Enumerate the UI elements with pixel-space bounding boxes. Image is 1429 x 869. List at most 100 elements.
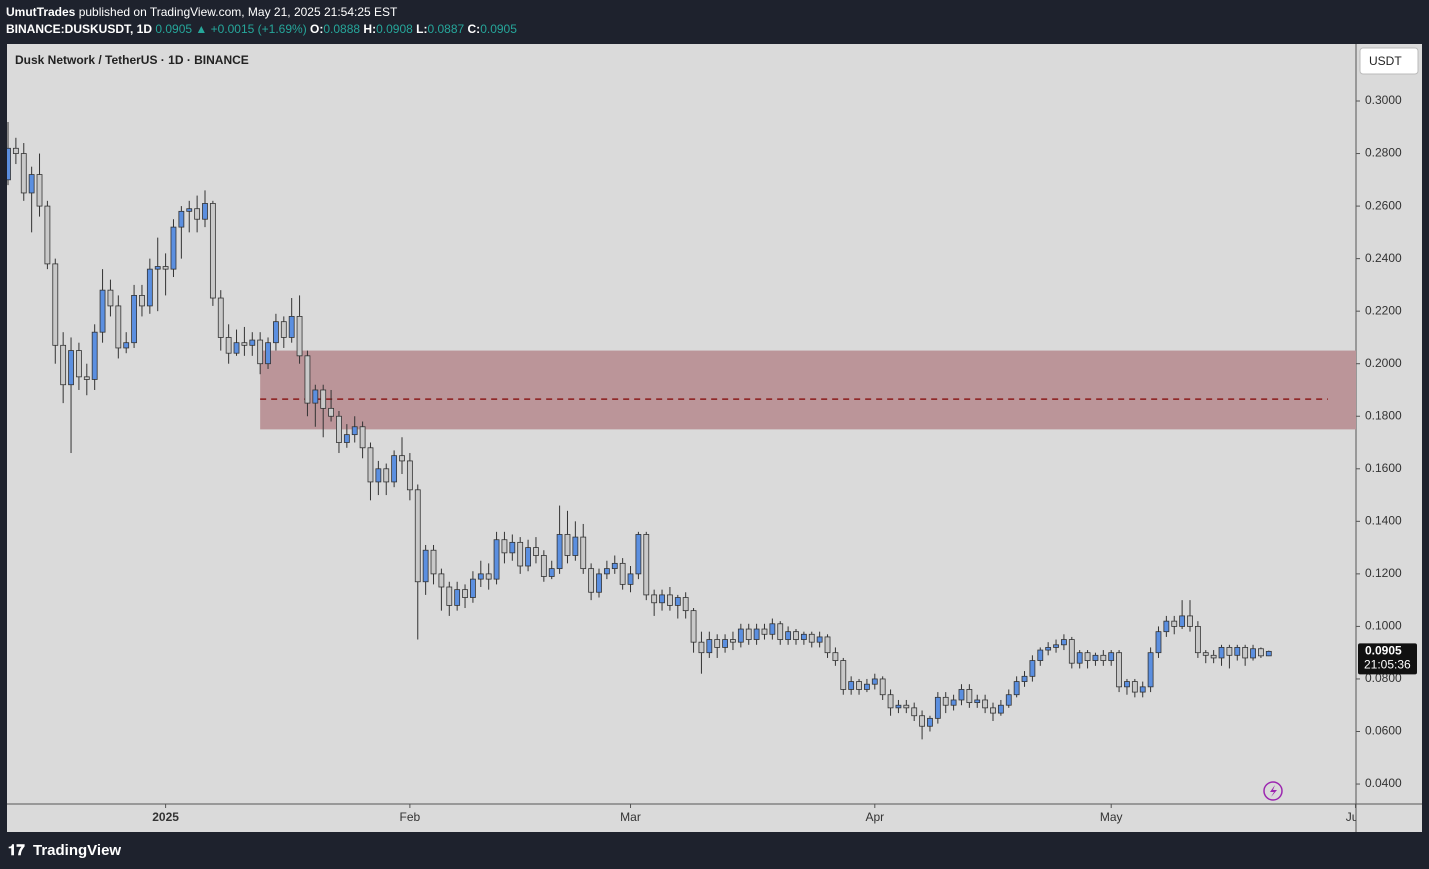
candle-body (769, 623, 776, 635)
candle-body (816, 636, 823, 643)
candle-body (722, 639, 728, 648)
candle-body (1194, 626, 1201, 654)
candle-body (68, 350, 74, 386)
candle-body (296, 316, 303, 357)
candle-body (367, 447, 374, 483)
candle-body (414, 489, 421, 583)
y-tick-label: 0.1200 (1365, 566, 1402, 580)
candle-body (997, 704, 1004, 714)
countdown: 21:05:36 (1364, 658, 1411, 672)
currency: USDT (1369, 54, 1402, 68)
y-tick-label: 0.3000 (1365, 93, 1402, 107)
candle-body (1100, 654, 1107, 661)
candle-body (399, 455, 405, 462)
candle-body (1226, 647, 1233, 656)
candle-body (1108, 652, 1115, 661)
x-tick-label: 2025 (152, 810, 179, 824)
candle-body (351, 426, 358, 436)
candle-body (186, 208, 193, 212)
candle-body (927, 717, 933, 727)
candle-body (659, 594, 665, 604)
candle-body (730, 639, 736, 643)
ohlc-value: 0.0908 (376, 22, 413, 36)
candle-body (777, 623, 784, 640)
x-tick-label: Apr (865, 810, 884, 824)
candle-body (982, 699, 989, 709)
candle-body (548, 568, 555, 577)
candle-body (958, 689, 965, 701)
candle-body (611, 562, 618, 570)
candle-body (12, 147, 19, 154)
candle-body (1013, 681, 1020, 696)
candle-body (832, 652, 839, 661)
candle-body (1147, 652, 1154, 688)
candle-body (501, 539, 508, 554)
candle-body (966, 689, 973, 703)
ohlc-value: 0.0887 (427, 22, 464, 36)
candle-body (241, 342, 248, 346)
candle-body (580, 536, 587, 570)
candle-body (627, 573, 634, 585)
x-tick-label: May (1100, 810, 1123, 824)
y-tick-label: 0.2600 (1365, 198, 1402, 212)
candle-body (462, 589, 468, 598)
candle-body (1045, 647, 1052, 651)
candle-body (950, 699, 957, 706)
candle-body (848, 681, 855, 690)
candle-body (1210, 654, 1217, 659)
candle-body (20, 153, 27, 194)
candle-body (178, 210, 185, 228)
x-tick-label: Feb (400, 810, 421, 824)
candle-body (1084, 652, 1091, 661)
candle-body (162, 266, 169, 270)
chart-area (7, 44, 1422, 832)
candle-body (596, 573, 602, 593)
candle-body (312, 389, 319, 404)
candle-body (1202, 652, 1209, 656)
candle-body (824, 636, 831, 654)
candle-body (1187, 615, 1193, 627)
candle-body (1076, 652, 1083, 664)
candle-body (7, 147, 11, 181)
candle-body (146, 268, 153, 307)
candle-body (509, 541, 516, 554)
candle-body (170, 226, 177, 270)
candle-body (919, 715, 925, 727)
candle-body (864, 683, 870, 690)
candle-body (840, 660, 847, 690)
candle-body (737, 628, 744, 643)
y-tick-label: 0.1600 (1365, 461, 1402, 475)
candle-body (556, 534, 563, 570)
candle-body (194, 208, 201, 220)
candle-body (391, 455, 398, 483)
candle-body (800, 633, 807, 640)
candle-body (540, 555, 547, 577)
candle-body (288, 316, 295, 338)
y-tick-label: 0.1800 (1365, 408, 1402, 422)
candle-body (934, 696, 941, 719)
candle-body (1068, 639, 1075, 664)
candle-body (1029, 660, 1036, 677)
candle-body (517, 541, 524, 567)
candle-body (793, 631, 799, 640)
candle-body (470, 578, 476, 598)
y-tick-label: 0.2200 (1365, 303, 1402, 317)
ohlc-value: 0.0905 (480, 22, 517, 36)
y-tick-label: 0.0400 (1365, 776, 1402, 790)
candle-body (430, 549, 437, 575)
candle-body (76, 350, 82, 378)
alert-bolt (1270, 785, 1277, 797)
plot (7, 122, 1356, 740)
candle-body (903, 704, 910, 709)
currency-box[interactable] (1359, 47, 1419, 75)
alert-icon[interactable] (1263, 781, 1283, 801)
chart-title: Dusk Network / TetherUS · 1D · BINANCE (15, 53, 249, 67)
candle-body (123, 342, 130, 349)
candle-body (438, 573, 445, 588)
candle-body (477, 573, 484, 580)
candle-body (233, 342, 240, 354)
candle-body (785, 631, 792, 640)
y-tick-label: 0.2400 (1365, 251, 1402, 265)
candle-body (225, 337, 232, 354)
candle-body (217, 297, 224, 338)
